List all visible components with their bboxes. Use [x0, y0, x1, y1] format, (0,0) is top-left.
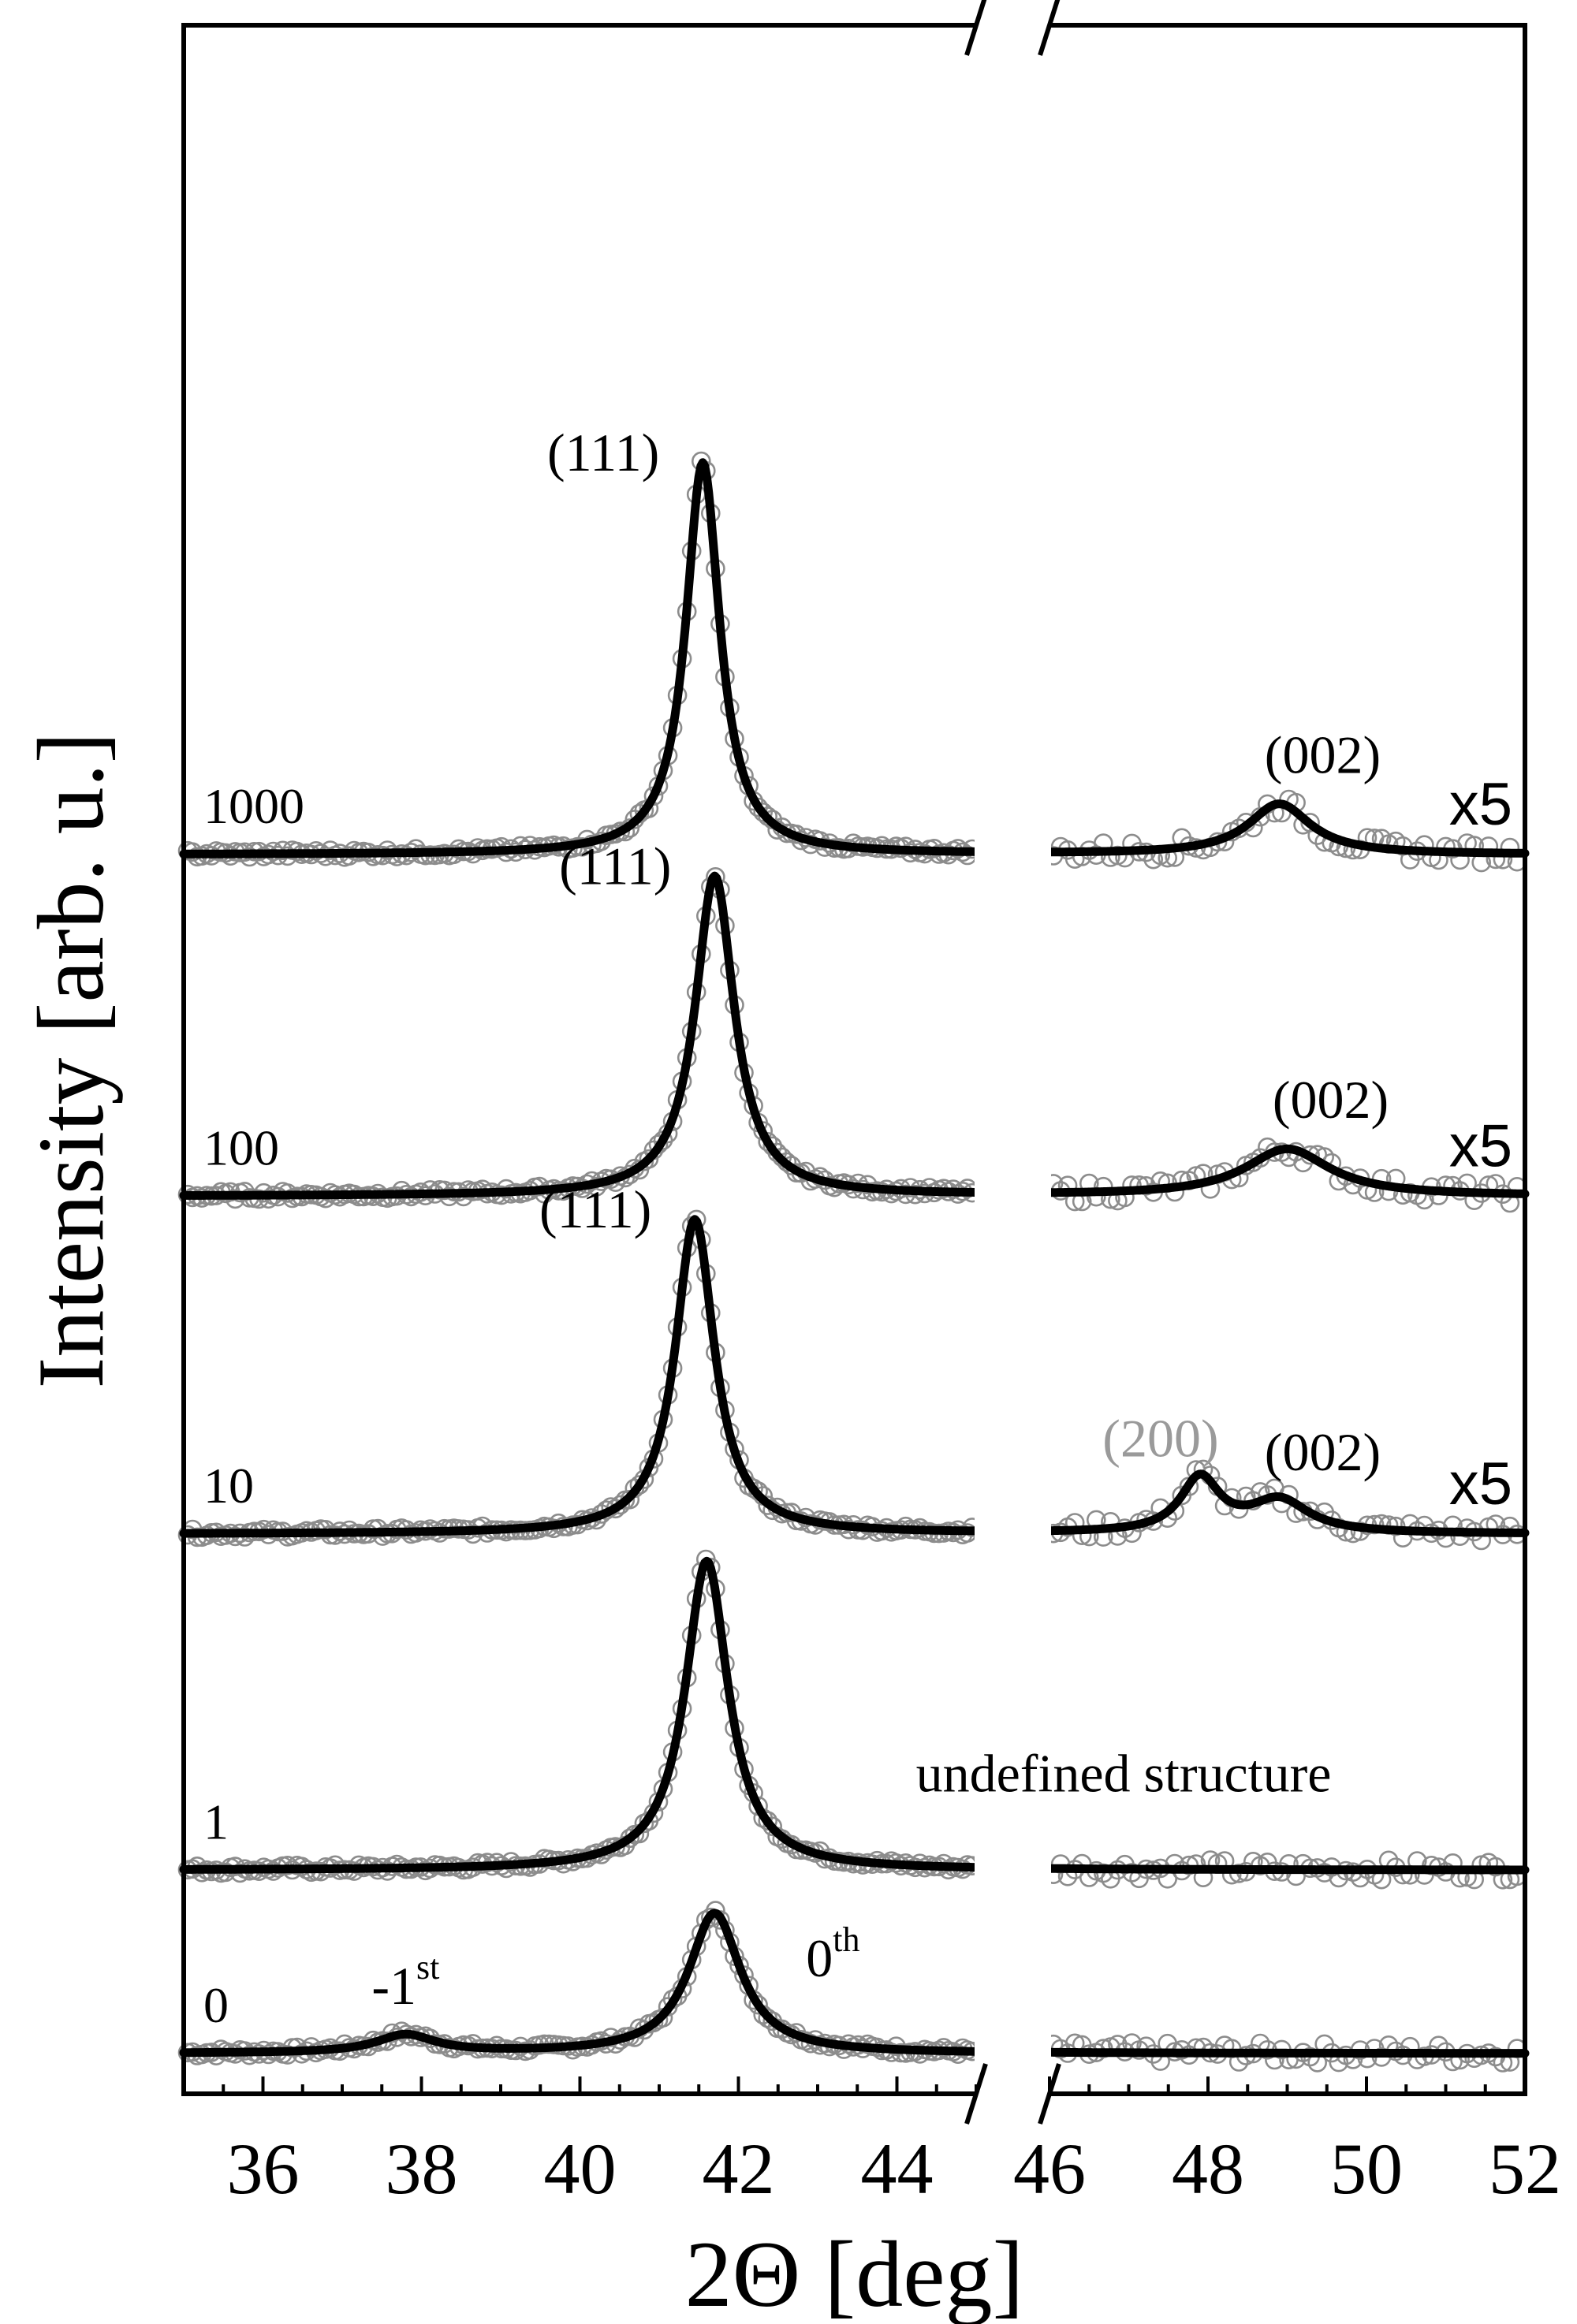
x-tick-label: 36 [227, 2128, 300, 2209]
fit-line-0-left [179, 1909, 981, 2058]
series-0 [177, 1901, 1530, 2073]
structure-note: undefined structure [916, 1743, 1332, 1803]
x-tick-label: 52 [1489, 2128, 1561, 2209]
fit-line-0-right [1045, 2047, 1530, 2058]
data-markers-100-left [177, 867, 982, 1209]
x-tick-label: 40 [544, 2128, 617, 2209]
peak-label: 0th [806, 1920, 859, 1988]
data-markers-0-left [177, 1901, 982, 2065]
break-mark-top [1038, 0, 1061, 56]
data-point [748, 1994, 768, 2015]
data-point [758, 1811, 778, 1831]
peak-label: (002) [1265, 724, 1381, 784]
data-point [643, 2013, 664, 2033]
series-label-100: 100 [203, 1119, 279, 1175]
data-point [629, 1475, 650, 1495]
fit-line-100-right [1045, 1144, 1530, 1198]
data-markers-10-left [177, 1209, 982, 1547]
data-point [706, 1901, 725, 1920]
data-point [610, 1495, 631, 1515]
peak-label: (002) [1265, 1422, 1381, 1482]
peak-label: (002) [1273, 1070, 1389, 1130]
series-label-1: 1 [203, 1793, 229, 1849]
x-tick-label: 44 [861, 2128, 934, 2209]
series-1 [177, 1549, 1530, 1890]
break-mark-top [964, 0, 987, 56]
scale-factor-label: x5 [1449, 1451, 1512, 1518]
fit-line-1000-right [1045, 799, 1530, 858]
plot-frame-left [181, 23, 976, 2096]
peak-label: (111) [547, 423, 659, 482]
series-label-1000: 1000 [203, 778, 304, 834]
fit-line-100-left [179, 871, 981, 1200]
series-label-10: 10 [203, 1458, 254, 1514]
fit-line-1-left [179, 1556, 981, 1874]
fit-line-1000-left [179, 458, 981, 858]
scale-factor-label: x5 [1449, 1112, 1512, 1179]
x-tick-label: 50 [1330, 2128, 1403, 2209]
series-100 [177, 867, 1530, 1213]
x-tick-label: 46 [1013, 2128, 1086, 2209]
peak-label: (111) [559, 836, 671, 896]
y-axis-title: Intensity [arb. u.] [18, 732, 123, 1388]
peak-label: (111) [539, 1179, 651, 1239]
x-tick-label: 38 [386, 2128, 458, 2209]
data-point [620, 1828, 640, 1849]
fit-line-10-right [1045, 1469, 1530, 1537]
x-axis-title: 2Θ [deg] [685, 2222, 1024, 2324]
series-1000 [177, 451, 1530, 873]
series-10 [177, 1209, 1530, 1551]
data-point [639, 1149, 659, 1169]
x-tick-label: 42 [703, 2128, 775, 2209]
peak-label: (200) [1102, 1409, 1218, 1469]
series-label-0: 0 [203, 1977, 229, 2033]
scale-factor-label: x5 [1449, 771, 1512, 838]
fit-line-10-left [179, 1215, 981, 1538]
data-point [758, 1132, 778, 1152]
axis-break-gap [975, 9, 1051, 2110]
fit-line-1-right [1045, 1864, 1530, 1875]
peak-label: -1st [371, 1948, 439, 2016]
x-tick-label: 48 [1172, 2128, 1244, 2209]
data-point [762, 1816, 783, 1837]
x-ticks [182, 2076, 1527, 2094]
data-markers-1-left [177, 1549, 982, 1883]
data-point [758, 806, 778, 826]
